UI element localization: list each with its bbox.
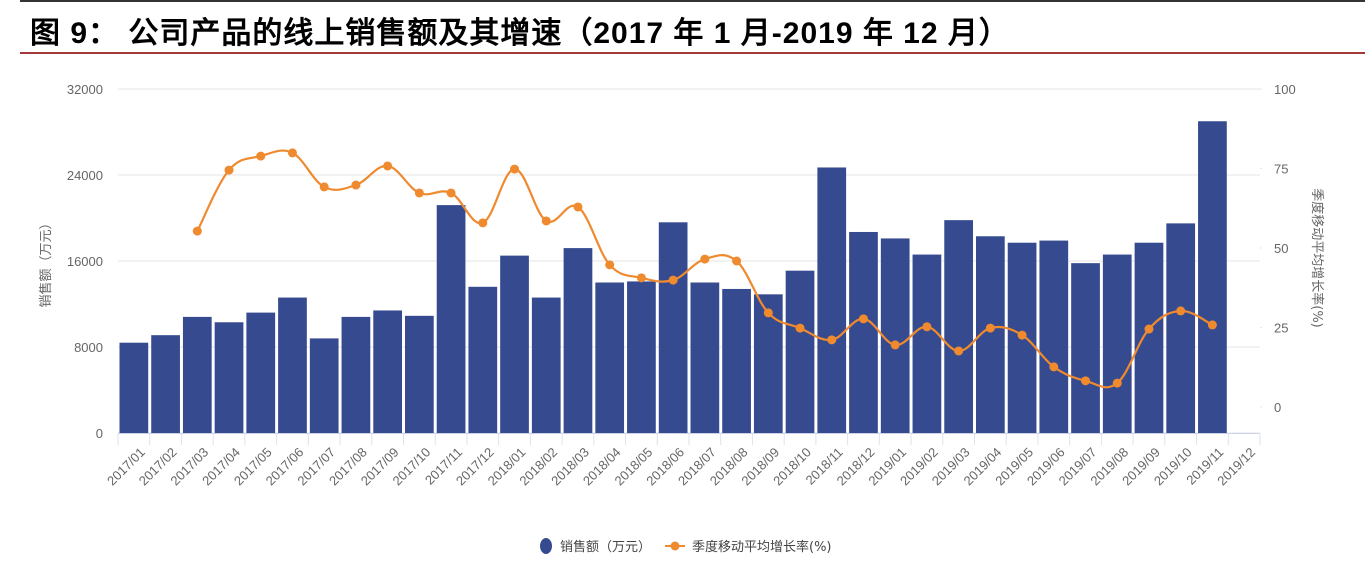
y-tick-label-right: 25	[1274, 320, 1288, 335]
y-tick-label-right: 75	[1274, 161, 1288, 176]
x-axis: 2017/012017/022017/032017/042017/052017/…	[104, 433, 1261, 488]
growth-point	[1176, 306, 1186, 316]
growth-point	[351, 180, 361, 190]
legend-line-label: 季度移动平均增长率(%)	[692, 539, 832, 555]
growth-point	[414, 188, 424, 198]
bar	[785, 270, 815, 433]
bar	[690, 282, 720, 433]
y-axis-right-title: 季度移动平均增长率(%)	[1309, 188, 1325, 328]
bar	[119, 342, 149, 433]
bar	[278, 297, 307, 433]
y-tick-label-left: 16000	[67, 254, 103, 269]
line-series	[192, 148, 1217, 389]
growth-point	[383, 161, 393, 171]
growth-point	[922, 322, 932, 332]
y-tick-label-right: 50	[1274, 241, 1288, 256]
y-axis-left: 0 8000 16000 24000 32000	[67, 82, 103, 441]
growth-point	[1049, 362, 1059, 372]
growth-point	[510, 164, 520, 174]
legend-bar-marker	[540, 538, 552, 554]
growth-point	[224, 165, 234, 175]
y-tick-label-left: 24000	[67, 168, 103, 183]
growth-point	[256, 151, 266, 161]
bar	[500, 255, 529, 433]
bar	[1039, 240, 1069, 433]
y-tick-label-right: 100	[1274, 82, 1296, 97]
top-rule	[20, 0, 1365, 2]
bar	[246, 312, 276, 433]
growth-point	[668, 275, 678, 285]
bar	[341, 316, 371, 433]
y-tick-label-right: 0	[1274, 400, 1281, 415]
growth-point	[732, 256, 742, 266]
bar	[722, 288, 751, 433]
bar	[753, 294, 783, 433]
bar	[944, 220, 973, 433]
growth-point	[636, 273, 646, 283]
growth-point	[446, 188, 456, 198]
bar	[1102, 254, 1132, 433]
growth-point	[319, 182, 329, 192]
figure-title: 图 9： 公司产品的线上销售额及其增速（2017 年 1 月-2019 年 12…	[30, 17, 1010, 50]
bar	[405, 315, 434, 433]
growth-point	[890, 340, 900, 350]
bar	[531, 297, 561, 433]
legend: 销售额（万元） 季度移动平均增长率(%)	[540, 538, 832, 555]
bar	[849, 231, 878, 433]
growth-point	[763, 308, 773, 318]
bar-series	[119, 121, 1227, 433]
bar	[595, 282, 625, 433]
bar	[309, 338, 339, 433]
growth-point	[605, 260, 615, 270]
y-tick-label-left: 8000	[74, 340, 103, 355]
bar	[151, 335, 180, 433]
growth-point	[541, 216, 551, 226]
growth-point	[700, 254, 710, 264]
bar	[880, 238, 910, 433]
bar	[1198, 121, 1227, 433]
growth-point	[478, 218, 488, 228]
bar	[627, 281, 656, 433]
bar	[1134, 242, 1164, 433]
growth-point	[1112, 378, 1122, 388]
growth-point	[1081, 376, 1091, 386]
growth-point	[827, 335, 837, 345]
growth-point	[1144, 324, 1154, 334]
y-tick-label-left: 0	[96, 426, 103, 441]
bar	[1071, 263, 1100, 433]
growth-point	[858, 314, 868, 324]
growth-point	[1017, 330, 1027, 340]
growth-point	[287, 148, 297, 158]
legend-line-dot	[670, 541, 680, 551]
y-axis-left-title: 销售额（万元）	[38, 216, 54, 307]
growth-point	[795, 323, 805, 333]
bar	[912, 254, 942, 433]
bar	[658, 222, 688, 433]
bar	[436, 205, 466, 433]
growth-point	[573, 202, 583, 212]
y-axis-right: 0 25 50 75 100	[1274, 82, 1296, 415]
bar	[373, 310, 402, 433]
bar	[214, 322, 244, 433]
growth-point	[1207, 320, 1217, 330]
bar	[1166, 223, 1196, 433]
bar	[468, 286, 498, 433]
bar	[817, 167, 847, 433]
y-tick-label-left: 32000	[67, 82, 103, 97]
title-rule	[20, 52, 1365, 54]
bar	[563, 248, 593, 433]
growth-point	[985, 323, 995, 333]
growth-point	[954, 346, 964, 356]
legend-bar-label: 销售额（万元）	[560, 539, 651, 555]
growth-point	[192, 226, 202, 236]
bar	[182, 316, 212, 433]
